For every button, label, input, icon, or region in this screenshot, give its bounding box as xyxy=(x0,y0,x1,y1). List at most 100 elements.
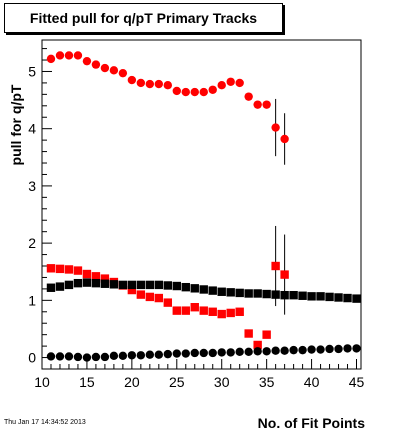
data-point xyxy=(280,270,289,279)
data-point xyxy=(64,265,74,274)
data-point xyxy=(235,347,244,357)
data-point xyxy=(172,281,181,291)
data-point xyxy=(271,290,280,299)
data-point xyxy=(190,348,199,358)
data-point xyxy=(199,87,208,97)
data-point xyxy=(154,293,164,303)
y-tick-label: 0 xyxy=(28,350,36,366)
data-point xyxy=(82,353,92,362)
data-point xyxy=(82,278,92,287)
data-point xyxy=(109,66,119,75)
data-point xyxy=(244,329,253,338)
data-point xyxy=(325,344,334,354)
data-point xyxy=(163,81,173,90)
data-point xyxy=(118,351,128,361)
data-point xyxy=(181,282,190,292)
data-point xyxy=(271,123,280,132)
data-point xyxy=(73,278,83,288)
data-point xyxy=(244,347,253,357)
y-tick-label: 1 xyxy=(28,292,36,308)
data-point xyxy=(181,349,190,358)
y-axis-label: pull for q/pT xyxy=(8,84,24,165)
data-point xyxy=(226,288,235,297)
data-point xyxy=(190,87,199,97)
data-point xyxy=(217,81,226,90)
data-point xyxy=(181,306,190,315)
data-point xyxy=(289,290,298,300)
data-point xyxy=(253,100,262,109)
data-point xyxy=(136,280,146,290)
data-point xyxy=(136,351,146,360)
data-point xyxy=(244,92,253,101)
data-point xyxy=(190,303,199,312)
data-point xyxy=(64,352,74,361)
data-point xyxy=(46,352,56,361)
data-point xyxy=(343,344,352,353)
data-point xyxy=(217,309,226,319)
x-tick-label: 15 xyxy=(79,374,95,390)
data-point xyxy=(352,294,361,303)
data-point xyxy=(82,269,92,279)
data-point xyxy=(109,351,119,361)
data-point xyxy=(208,307,217,316)
data-point xyxy=(343,293,352,303)
data-point xyxy=(73,352,83,362)
data-point xyxy=(136,290,146,299)
data-point xyxy=(163,281,173,290)
data-point xyxy=(334,293,343,302)
data-point xyxy=(127,285,137,295)
data-point xyxy=(199,348,208,358)
data-point xyxy=(118,68,128,78)
data-point xyxy=(127,280,137,290)
data-point xyxy=(46,54,56,64)
data-point xyxy=(253,340,262,350)
x-tick-label: 45 xyxy=(349,374,365,390)
data-point xyxy=(226,77,235,86)
data-point xyxy=(100,352,110,362)
data-marks xyxy=(46,51,361,362)
data-point xyxy=(127,75,137,85)
data-point xyxy=(154,280,164,290)
data-point xyxy=(118,280,128,290)
data-point xyxy=(289,345,298,355)
data-point xyxy=(163,298,173,307)
x-tick-label: 10 xyxy=(34,374,50,390)
data-point xyxy=(208,286,217,295)
series-0 xyxy=(46,51,289,165)
data-point xyxy=(271,346,280,355)
data-point xyxy=(262,330,271,339)
data-point xyxy=(190,284,199,293)
data-point xyxy=(91,352,101,362)
data-point xyxy=(226,348,235,357)
data-point xyxy=(280,346,289,355)
data-point xyxy=(325,292,334,302)
data-point xyxy=(352,344,361,353)
data-point xyxy=(334,344,343,354)
data-point xyxy=(46,264,56,273)
data-point xyxy=(298,291,307,300)
x-tick-label: 20 xyxy=(124,374,140,390)
x-tick-label: 35 xyxy=(259,374,275,390)
y-tick-label: 3 xyxy=(28,178,36,194)
data-point xyxy=(280,134,289,144)
data-point xyxy=(217,348,226,357)
data-point xyxy=(91,278,101,288)
data-point xyxy=(172,306,181,315)
data-point xyxy=(262,100,271,109)
data-point xyxy=(136,78,146,88)
data-point xyxy=(100,63,110,73)
data-point xyxy=(307,345,316,354)
data-point xyxy=(316,292,325,301)
data-point xyxy=(64,51,74,60)
data-point xyxy=(235,307,244,316)
data-point xyxy=(181,87,190,97)
data-point xyxy=(262,347,271,356)
data-point xyxy=(316,345,325,354)
data-point xyxy=(253,289,262,298)
data-point xyxy=(217,287,226,296)
data-point xyxy=(73,266,83,275)
data-point xyxy=(307,292,316,301)
axis-ticks xyxy=(41,48,358,370)
chart-title-box: Fitted pull for q/pT Primary Tracks xyxy=(4,3,283,33)
